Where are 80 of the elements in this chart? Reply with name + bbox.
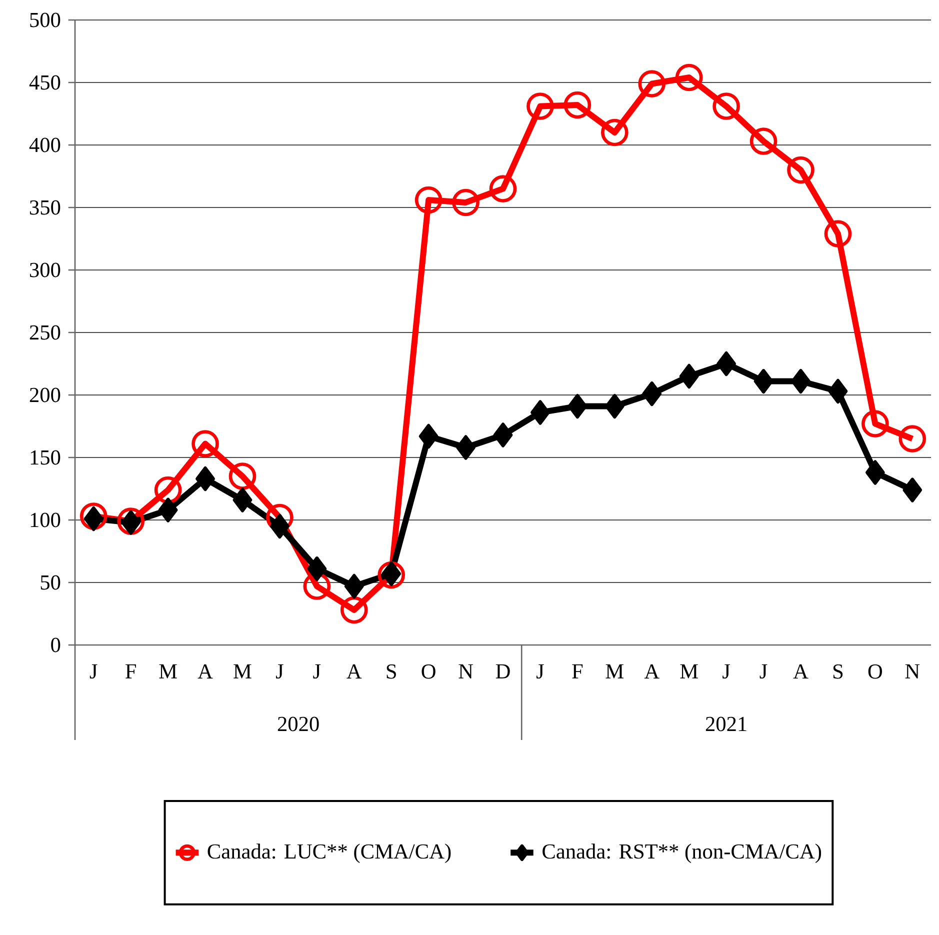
y-tick-label: 200 bbox=[30, 388, 60, 402]
legend-label: Canada: LUC** (CMA/CA) bbox=[208, 844, 451, 863]
point bbox=[489, 175, 517, 202]
point bbox=[270, 514, 290, 539]
y-tick-label: 100 bbox=[30, 512, 60, 528]
point bbox=[862, 410, 889, 438]
point bbox=[84, 506, 104, 532]
point bbox=[568, 394, 588, 419]
point bbox=[754, 368, 774, 394]
point bbox=[898, 425, 926, 452]
point bbox=[340, 596, 368, 624]
x-tick-label: O bbox=[868, 664, 882, 679]
point bbox=[493, 422, 513, 448]
point bbox=[414, 186, 442, 214]
point bbox=[196, 466, 215, 492]
x-tick-label: A bbox=[793, 664, 808, 678]
point bbox=[675, 64, 703, 92]
x-tick-label: S bbox=[386, 664, 396, 679]
point bbox=[452, 188, 480, 216]
point bbox=[307, 556, 327, 582]
x-tick-label: N bbox=[905, 664, 920, 678]
y-tick-label: 400 bbox=[29, 138, 60, 152]
y-tick-label: 0 bbox=[51, 638, 60, 652]
x-tick-label: N bbox=[458, 664, 473, 678]
point bbox=[154, 476, 182, 504]
text: 2020 bbox=[278, 716, 319, 732]
x-tick-label: A bbox=[644, 664, 660, 678]
x-tick-label: O bbox=[422, 664, 436, 679]
point bbox=[158, 498, 178, 522]
y-tick-label: 500 bbox=[30, 12, 60, 28]
point bbox=[600, 118, 628, 146]
x-tick-label: J bbox=[313, 664, 321, 679]
y-tick-label: 350 bbox=[30, 200, 60, 215]
point bbox=[121, 510, 140, 535]
point bbox=[564, 91, 592, 119]
x-tick-label: M bbox=[159, 664, 177, 678]
legend-label: Canada: RST** (non-CMA/CA) bbox=[542, 844, 822, 863]
point bbox=[418, 424, 438, 449]
x-tick-label: D bbox=[496, 664, 510, 678]
x-tick-label: F bbox=[572, 664, 583, 678]
x-tick-label: J bbox=[90, 664, 98, 679]
x-tick-label: M bbox=[680, 664, 698, 678]
x-tick-label: A bbox=[346, 664, 362, 678]
x-tick-label: J bbox=[276, 664, 284, 679]
y-tick-label: 250 bbox=[30, 325, 60, 340]
point bbox=[791, 368, 810, 394]
point bbox=[824, 220, 852, 248]
point bbox=[750, 128, 778, 155]
y-tick-label: 50 bbox=[40, 575, 60, 590]
x-tick-label: J bbox=[722, 664, 730, 679]
point bbox=[638, 70, 666, 98]
point bbox=[642, 381, 662, 406]
point bbox=[303, 572, 331, 600]
point bbox=[604, 394, 624, 419]
point bbox=[228, 462, 256, 490]
x-tick-label: M bbox=[234, 664, 252, 678]
x-tick-label: M bbox=[606, 664, 624, 678]
x-tick-label: J bbox=[536, 664, 544, 679]
x-tick-label: S bbox=[833, 664, 843, 679]
y-tick-label: 300 bbox=[30, 262, 60, 278]
x-tick-label: J bbox=[760, 664, 768, 679]
point bbox=[456, 435, 476, 460]
x-tick-label: A bbox=[198, 664, 213, 678]
text: 2021 bbox=[706, 716, 746, 732]
point bbox=[192, 430, 219, 458]
point bbox=[382, 561, 402, 586]
point bbox=[712, 92, 740, 120]
x-tick-label: F bbox=[126, 664, 136, 678]
point bbox=[787, 156, 814, 184]
point bbox=[344, 574, 364, 599]
point bbox=[232, 488, 252, 512]
point bbox=[828, 378, 848, 404]
point bbox=[679, 364, 699, 389]
point bbox=[526, 92, 554, 120]
y-tick-label: 450 bbox=[29, 75, 60, 90]
point bbox=[866, 460, 885, 485]
point bbox=[902, 478, 922, 502]
point bbox=[716, 351, 736, 376]
point bbox=[530, 400, 550, 425]
y-tick-label: 150 bbox=[30, 450, 60, 465]
